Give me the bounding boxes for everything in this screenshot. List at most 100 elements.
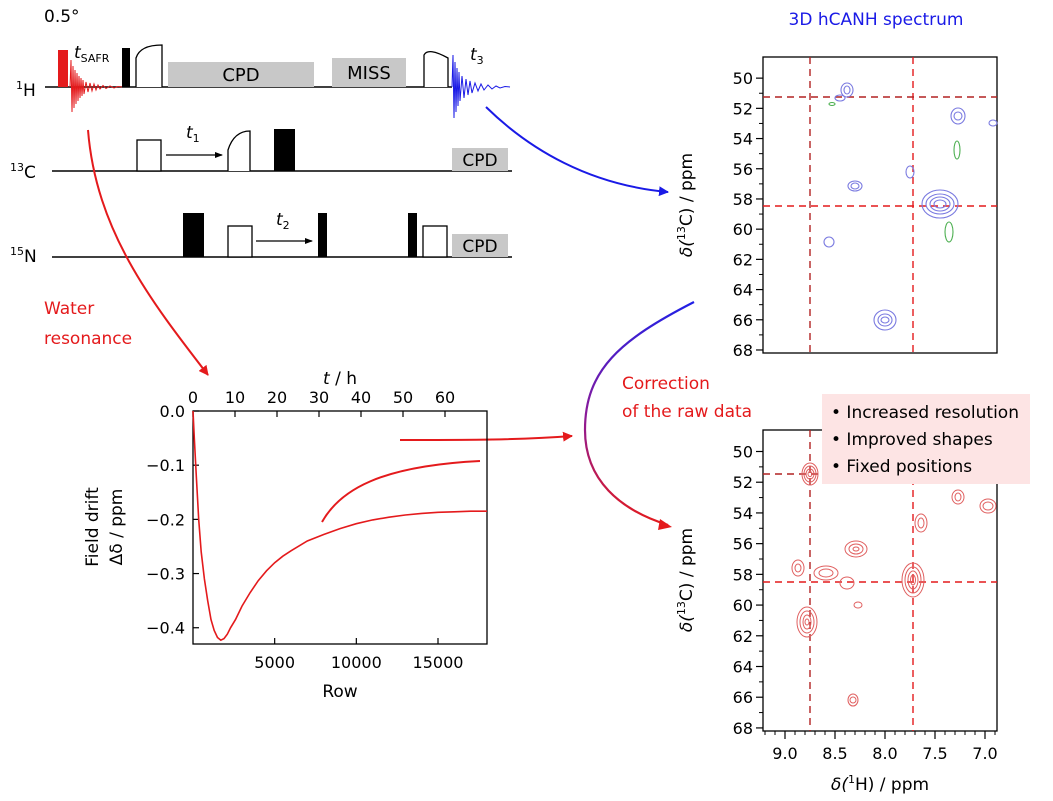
top-y-tick-label: 60 (733, 220, 753, 239)
drift-y-tick-label: −0.4 (146, 619, 185, 638)
drift-x2-tick-label: 10 (225, 388, 245, 407)
drift-x-label: Row (322, 682, 357, 702)
drift-to-correction-arrow (399, 431, 573, 442)
top-y-tick-label: 64 (733, 281, 753, 300)
spectrum-bottom-xlabel: δ(1H) / ppm (831, 773, 929, 795)
bottom-y-tick-label: 50 (733, 443, 753, 462)
drift-x2-tick-label: 60 (435, 388, 455, 407)
spectrum-top-ylabel: δ(13C) / ppm (675, 153, 697, 257)
spectrum-blue-arrow (485, 106, 669, 197)
drift-y-tick-label: −0.3 (146, 565, 185, 584)
bottom-y-tick-label: 66 (733, 688, 753, 707)
bottom-y-tick-label: 68 (733, 719, 753, 738)
water-resonance-label-1: Water (44, 299, 94, 319)
improvements-legend-box (822, 394, 1030, 484)
top-y-tick-label: 52 (733, 99, 753, 118)
bottom-x-tick-label: 8.5 (822, 744, 847, 763)
top-y-tick-label: 58 (733, 190, 753, 209)
h-cpd-block (168, 62, 314, 87)
n-90-pulse-2 (318, 213, 327, 257)
bottom-y-tick-label: 62 (733, 627, 753, 646)
n-cpd-block (452, 234, 508, 257)
bottom-x-tick-label: 7.0 (972, 744, 997, 763)
bottom-y-tick-label: 52 (733, 473, 753, 492)
bottom-x-tick-label: 7.5 (922, 744, 947, 763)
pulse-sequence: 1H 13C 15N 0.5° tSAFR CPD MISS t3 (10, 7, 512, 267)
spectrum-top-frame (762, 56, 998, 354)
correction-arrow (583, 301, 695, 527)
fid-water-signal (69, 59, 123, 113)
drift-plot-frame (192, 410, 488, 645)
n-180-pulse-1 (183, 213, 204, 257)
top-y-tick-label: 68 (733, 341, 753, 360)
top-y-tick-label: 66 (733, 311, 753, 330)
t2-label: t2 (276, 210, 290, 232)
small-flip-pulse (58, 50, 68, 87)
water-resonance-arrow (87, 129, 209, 376)
h-adiabatic-pulse-2 (423, 51, 449, 87)
bottom-y-tick-label: 54 (733, 504, 753, 523)
c-cpd-block (452, 148, 508, 171)
top-y-tick-label: 56 (733, 160, 753, 179)
drift-x2-tick-label: 40 (351, 388, 371, 407)
field-drift-chart: t / h Row Field drift Δδ / ppm 0.0 −0.1 −0… (83, 369, 488, 702)
n-90-pulse-4 (422, 225, 448, 258)
drift-y-label-2: Δδ / ppm (107, 489, 127, 566)
t1-label: t1 (186, 123, 200, 145)
drift-x2-tick-label: 0 (188, 388, 198, 407)
spectrum-top-title: 3D hCANH spectrum (789, 10, 964, 30)
c-adiabatic-pulse (227, 130, 251, 171)
drift-segment-line (321, 460, 481, 523)
n-cpd-label: CPD (462, 237, 497, 257)
top-negative-peaks (828, 101, 961, 243)
drift-y-label-1: Field drift (83, 487, 103, 567)
fid-t3-signal (451, 54, 511, 119)
channel-label-n: 15N (10, 245, 37, 267)
correction-arrowhead (658, 519, 672, 530)
channel-label-c: 13C (10, 161, 36, 183)
h-cpd-label: CPD (222, 65, 259, 86)
bottom-y-tick-label: 58 (733, 565, 753, 584)
bottom-x-tick-label: 9.0 (772, 744, 797, 763)
water-resonance-label-2: resonance (44, 329, 132, 349)
h-miss-label: MISS (347, 63, 391, 84)
drift-x2-tick-label: 50 (393, 388, 413, 407)
flip-angle-label: 0.5° (44, 7, 80, 27)
bottom-y-tick-label: 60 (733, 596, 753, 615)
legend-item-resolution: • Increased resolution (831, 403, 1019, 423)
top-y-tick-label: 50 (733, 69, 753, 88)
c-90-pulse-1 (136, 139, 162, 172)
spectrum-top: 3D hCANH spectrum δ(13C) / ppm 50 52 54 56 5… (675, 10, 998, 360)
drift-y-tick-label: 0.0 (160, 402, 185, 421)
correction-label-2: of the raw data (622, 402, 752, 422)
drift-x-tick-label: 15000 (413, 653, 464, 672)
bottom-y-tick-label: 56 (733, 535, 753, 554)
bottom-peaks (791, 462, 997, 707)
t3-label: t3 (470, 45, 484, 67)
channel-label-h: 1H (16, 79, 36, 101)
top-peaks (823, 82, 998, 331)
spectrum-bottom-ylabel: δ(13C) / ppm (675, 528, 697, 632)
drift-y-tick-label: −0.1 (146, 456, 185, 475)
drift-x-tick-label: 10000 (331, 653, 382, 672)
h-miss-block (332, 58, 406, 87)
n-90-pulse-3 (408, 213, 417, 257)
h-adiabatic-pulse-1 (135, 44, 163, 87)
legend-item-positions: • Fixed positions (831, 457, 972, 477)
drift-y-tick-label: −0.2 (146, 510, 185, 529)
n-90-pulse-1 (227, 225, 253, 258)
drift-x-tick-label: 5000 (254, 653, 295, 672)
c-180-pulse (274, 129, 295, 171)
spectrum-bottom: δ(13C) / ppm δ(1H) / ppm 50 52 54 56 58 60 62 6… (675, 394, 1030, 795)
c-cpd-label: CPD (462, 151, 497, 171)
drift-x2-tick-label: 30 (309, 388, 329, 407)
bottom-y-tick-label: 64 (733, 658, 753, 677)
top-y-tick-label: 54 (733, 130, 753, 149)
drift-x2-tick-label: 20 (267, 388, 287, 407)
legend-item-shapes: • Improved shapes (831, 430, 993, 450)
top-y-tick-label: 62 (733, 250, 753, 269)
drift-x2-label: t / h (323, 369, 357, 389)
h-90-pulse (122, 48, 130, 87)
bottom-x-tick-label: 8.0 (872, 744, 897, 763)
